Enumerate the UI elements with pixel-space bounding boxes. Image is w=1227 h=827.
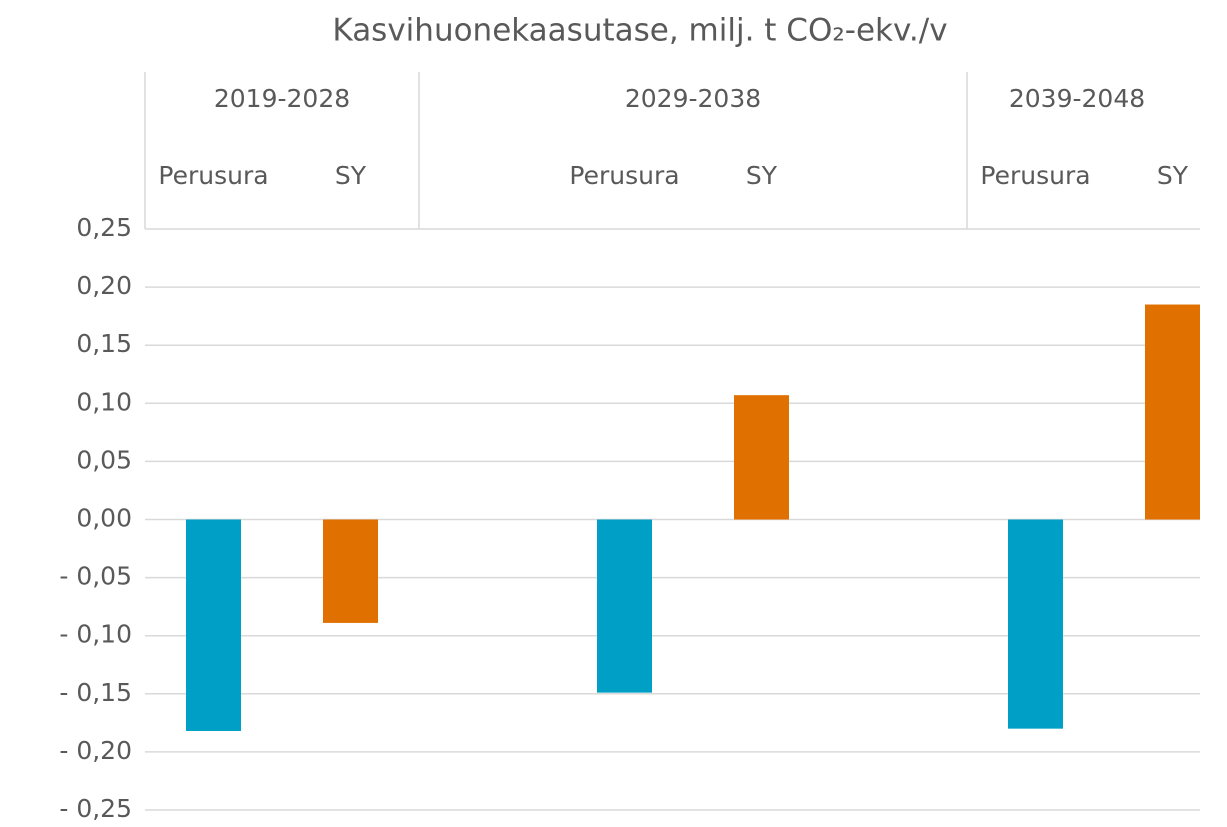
x-tick-label: SY (335, 161, 367, 190)
x-tick-label: SY (746, 161, 778, 190)
group-label: 2019-2028 (214, 84, 350, 113)
bar (186, 519, 241, 731)
y-tick-label: 0,25 (76, 213, 132, 242)
bar (597, 519, 652, 693)
y-tick-label: - 0,10 (59, 620, 132, 649)
x-tick-label: Perusura (158, 161, 268, 190)
y-tick-label: 0,00 (76, 504, 132, 533)
group-label: 2039-2048 (1009, 84, 1145, 113)
y-tick-label: - 0,05 (59, 562, 132, 591)
group-label: 2029-2038 (625, 84, 761, 113)
y-tick-label: - 0,20 (59, 736, 132, 765)
y-tick-label: 0,15 (76, 329, 132, 358)
x-tick-label: Perusura (569, 161, 679, 190)
y-tick-label: 0,20 (76, 271, 132, 300)
y-tick-label: - 0,15 (59, 678, 132, 707)
y-tick-label: 0,10 (76, 387, 132, 416)
chart-title: Kasvihuonekaasutase, milj. t CO₂-ekv./v (332, 13, 947, 49)
bar (1008, 519, 1063, 729)
x-tick-label: Perusura (980, 161, 1090, 190)
bar (734, 395, 789, 520)
x-tick-label: SY (1157, 161, 1189, 190)
bar (1145, 304, 1200, 520)
y-tick-label: 0,05 (76, 445, 132, 474)
y-tick-label: - 0,25 (59, 794, 132, 823)
bar (323, 519, 378, 623)
